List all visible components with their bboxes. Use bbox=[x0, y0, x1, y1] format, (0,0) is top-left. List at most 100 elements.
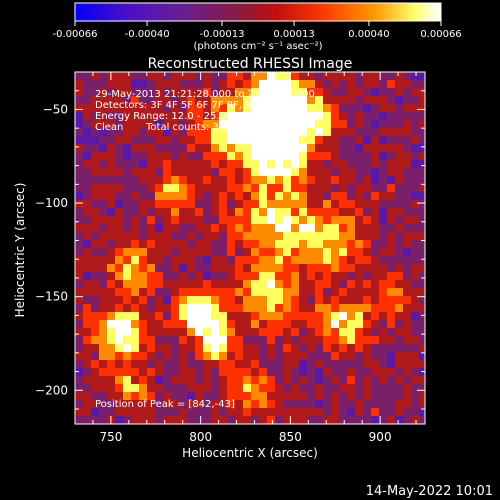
heatmap-cell bbox=[283, 288, 291, 296]
heatmap-cell bbox=[195, 344, 203, 352]
heatmap-cell bbox=[259, 256, 267, 264]
heatmap-cell bbox=[395, 280, 403, 288]
heatmap-cell bbox=[123, 408, 131, 416]
heatmap-cell bbox=[275, 256, 283, 264]
heatmap-cell bbox=[179, 264, 187, 272]
heatmap-cell bbox=[99, 232, 107, 240]
heatmap-cell bbox=[371, 392, 379, 400]
heatmap-cell bbox=[211, 136, 219, 144]
heatmap-cell bbox=[403, 360, 411, 368]
heatmap-cell bbox=[347, 376, 355, 384]
heatmap-cell bbox=[307, 416, 315, 424]
heatmap-cell bbox=[115, 304, 123, 312]
heatmap-cell bbox=[323, 240, 331, 248]
heatmap-cell bbox=[219, 208, 227, 216]
heatmap-cell bbox=[363, 128, 371, 136]
heatmap-cell bbox=[123, 376, 131, 384]
heatmap-cell bbox=[123, 288, 131, 296]
heatmap-cell bbox=[339, 336, 347, 344]
heatmap-cell bbox=[147, 256, 155, 264]
heatmap-cell bbox=[339, 184, 347, 192]
heatmap-cell bbox=[379, 208, 387, 216]
heatmap-cell bbox=[107, 168, 115, 176]
heatmap-cell bbox=[403, 136, 411, 144]
heatmap-cell bbox=[99, 240, 107, 248]
heatmap-cell bbox=[179, 88, 187, 96]
heatmap-cell bbox=[323, 288, 331, 296]
heatmap-cell bbox=[307, 120, 315, 128]
heatmap-cell bbox=[347, 408, 355, 416]
heatmap-cell bbox=[235, 184, 243, 192]
heatmap-cell bbox=[107, 392, 115, 400]
heatmap-cell bbox=[411, 152, 419, 160]
heatmap-cell bbox=[227, 384, 235, 392]
heatmap-cell bbox=[243, 152, 251, 160]
heatmap-cell bbox=[163, 360, 171, 368]
heatmap-cell bbox=[139, 256, 147, 264]
heatmap-cell bbox=[283, 112, 291, 120]
heatmap-cell bbox=[211, 160, 219, 168]
heatmap-cell bbox=[235, 280, 243, 288]
heatmap-cell bbox=[203, 416, 211, 424]
heatmap-cell bbox=[387, 224, 395, 232]
heatmap-cell bbox=[171, 368, 179, 376]
heatmap-cell bbox=[323, 280, 331, 288]
heatmap-cell bbox=[243, 248, 251, 256]
heatmap-cell bbox=[115, 376, 123, 384]
heatmap-cell bbox=[379, 376, 387, 384]
heatmap-cell bbox=[331, 288, 339, 296]
heatmap-cell bbox=[291, 144, 299, 152]
heatmap-cell bbox=[315, 112, 323, 120]
heatmap-cell bbox=[179, 336, 187, 344]
heatmap-cell bbox=[195, 400, 203, 408]
heatmap-cell bbox=[163, 408, 171, 416]
heatmap-cell bbox=[195, 352, 203, 360]
heatmap-cell bbox=[251, 296, 259, 304]
heatmap-cell bbox=[323, 224, 331, 232]
heatmap-cell bbox=[115, 112, 123, 120]
annotations: 29-May-2013 21:21:28.000 to 21:24:16.000… bbox=[95, 89, 315, 410]
heatmap-cell bbox=[403, 280, 411, 288]
heatmap-cell bbox=[147, 176, 155, 184]
heatmap-cell bbox=[235, 392, 243, 400]
colorbar-tick-label: -0.00066 bbox=[53, 29, 98, 40]
heatmap-cell bbox=[323, 320, 331, 328]
heatmap-cell bbox=[171, 72, 179, 80]
heatmap-cell bbox=[227, 256, 235, 264]
heatmap-cell bbox=[251, 384, 259, 392]
heatmap-cell bbox=[243, 112, 251, 120]
heatmap-cell bbox=[371, 112, 379, 120]
heatmap-cell bbox=[147, 184, 155, 192]
heatmap-cell bbox=[371, 408, 379, 416]
heatmap-cell bbox=[387, 416, 395, 424]
heatmap-cell bbox=[347, 320, 355, 328]
heatmap-cell bbox=[283, 368, 291, 376]
heatmap-cell bbox=[123, 88, 131, 96]
heatmap-cell bbox=[187, 200, 195, 208]
heatmap-cell bbox=[411, 392, 419, 400]
heatmap-cell bbox=[211, 272, 219, 280]
heatmap-cell bbox=[235, 232, 243, 240]
heatmap-cell bbox=[267, 360, 275, 368]
heatmap-cell bbox=[227, 152, 235, 160]
heatmap-cell bbox=[395, 248, 403, 256]
heatmap-cell bbox=[139, 248, 147, 256]
heatmap-cell bbox=[187, 320, 195, 328]
heatmap-cell bbox=[371, 256, 379, 264]
annotation-detectors: Detectors: 3F 4F 5F 6F 7F 8F, 9F bbox=[95, 100, 258, 111]
heatmap-cell bbox=[163, 344, 171, 352]
heatmap-cell bbox=[83, 320, 91, 328]
heatmap-cell bbox=[235, 408, 243, 416]
heatmap-cell bbox=[91, 80, 99, 88]
heatmap-cell bbox=[131, 344, 139, 352]
heatmap-cell bbox=[371, 136, 379, 144]
heatmap-cell bbox=[115, 128, 123, 136]
heatmap-cell bbox=[99, 208, 107, 216]
heatmap-cell bbox=[275, 304, 283, 312]
heatmap-cell bbox=[139, 96, 147, 104]
heatmap-cell bbox=[211, 368, 219, 376]
heatmap-cell bbox=[275, 152, 283, 160]
heatmap-cell bbox=[339, 144, 347, 152]
heatmap-cell bbox=[211, 384, 219, 392]
heatmap-cell bbox=[283, 392, 291, 400]
